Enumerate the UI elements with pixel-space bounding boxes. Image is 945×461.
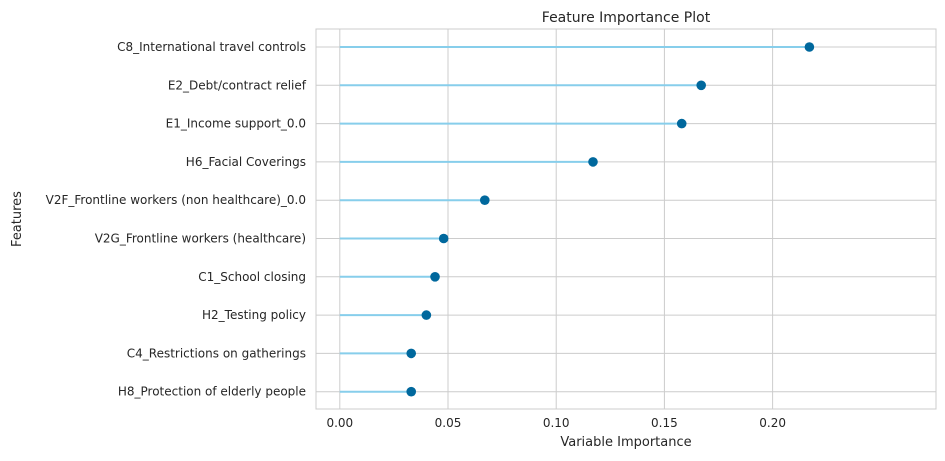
marker: [406, 386, 417, 397]
marker: [588, 157, 598, 167]
marker: [676, 118, 687, 129]
x-tick-label: 0.20: [759, 416, 786, 430]
x-tick-labels: 0.00 0.05 0.10 0.15 0.20: [326, 416, 786, 430]
y-tick-label: V2G_Frontline workers (healthcare): [95, 232, 306, 246]
y-tick-label: H6_Facial Coverings: [186, 155, 306, 169]
y-tick-label: E1_Income support_0.0: [166, 117, 306, 131]
y-tick-label: C4_Restrictions on gatherings: [127, 346, 306, 360]
x-tick-label: 0.10: [543, 416, 570, 430]
x-axis-label: Variable Importance: [560, 435, 691, 450]
y-tick-label: H2_Testing policy: [202, 308, 306, 322]
chart-title: Feature Importance Plot: [542, 10, 711, 26]
markers: [406, 42, 815, 397]
marker: [479, 195, 490, 205]
marker: [696, 80, 707, 91]
x-tick-label: 0.15: [651, 416, 678, 430]
stems: [339, 46, 810, 393]
x-tick-label: 0.05: [435, 416, 462, 430]
marker: [438, 233, 449, 244]
marker: [406, 348, 417, 359]
y-tick-label: C8_International travel controls: [117, 40, 306, 54]
plot-frame: [315, 28, 937, 410]
y-tick-labels: C8_International travel controls E2_Debt/…: [46, 40, 307, 399]
y-tick-label: C1_School closing: [198, 270, 306, 284]
y-tick-label: E2_Debt/contract relief: [168, 78, 307, 92]
marker: [421, 310, 432, 320]
y-axis-label: Features: [10, 191, 25, 247]
y-tick-label: V2F_Frontline workers (non healthcare)_0…: [46, 193, 306, 207]
marker: [430, 272, 440, 282]
y-tick-label: H8_Protection of elderly people: [118, 385, 306, 399]
x-tick-label: 0.00: [326, 416, 353, 430]
marker: [804, 42, 815, 52]
